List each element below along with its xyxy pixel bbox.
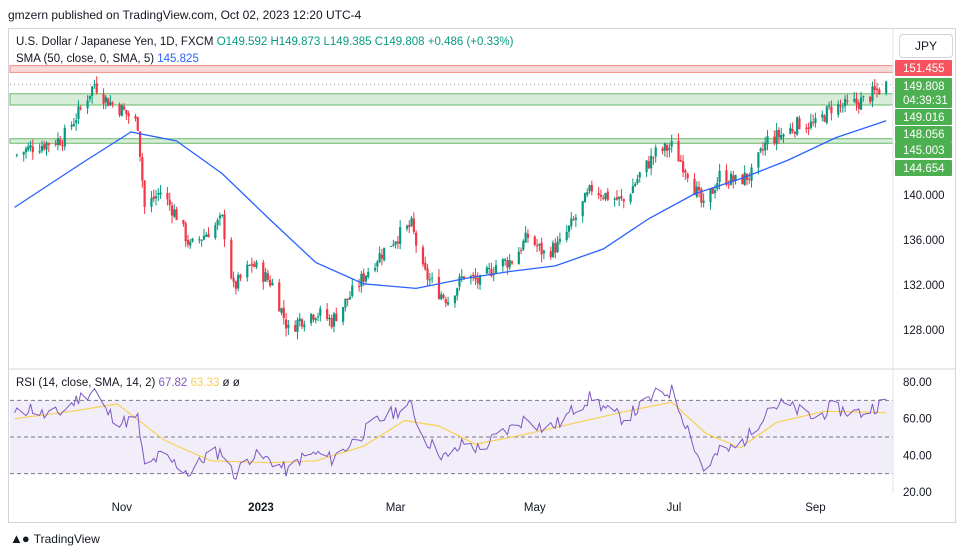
rsi-legend: RSI (14, close, SMA, 14, 2) 67.82 63.33 … — [16, 377, 240, 389]
rsi-label: RSI (14, close, SMA, 14, 2) — [16, 377, 156, 389]
rsi-value: 67.82 — [158, 377, 188, 389]
footer: ▲● TradingView — [10, 531, 100, 546]
sma-label: SMA (50, close, 0, SMA, 5) — [16, 53, 155, 65]
tradingview-logo-icon: ▲● — [10, 531, 30, 546]
sma-legend: SMA (50, close, 0, SMA, 5) 145.825 — [16, 53, 199, 65]
price-legend: U.S. Dollar / Japanese Yen, 1D, FXCM O14… — [16, 36, 513, 48]
publisher-line: gmzern published on TradingView.com, Oct… — [8, 8, 362, 22]
legend-high: H149.873 — [270, 36, 321, 48]
legend-open: O149.592 — [216, 36, 268, 48]
footer-brand: TradingView — [33, 531, 100, 546]
currency-button[interactable]: JPY — [899, 34, 953, 58]
rsi-extra-2: ø — [232, 377, 240, 389]
legend-change: +0.486 (+0.33%) — [427, 36, 514, 48]
sma-value: 145.825 — [157, 53, 199, 65]
legend-symbol: U.S. Dollar / Japanese Yen, 1D, FXCM — [16, 36, 214, 48]
chart-frame — [8, 28, 956, 523]
rsi-extra-1: ø — [222, 377, 230, 389]
legend-low: L149.385 — [323, 36, 372, 48]
legend-close: C149.808 — [374, 36, 425, 48]
rsi-ma-value: 63.33 — [190, 377, 220, 389]
